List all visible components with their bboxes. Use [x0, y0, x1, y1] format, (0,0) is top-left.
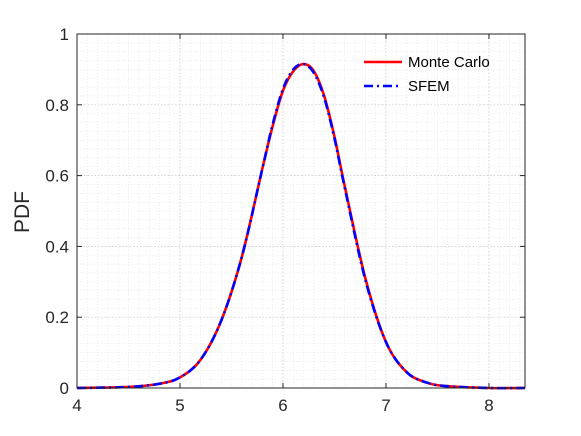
plot-frame [76, 33, 526, 389]
y-tick-label: 0.2 [45, 308, 69, 327]
x-tick-label: 7 [381, 396, 390, 415]
axes-layer [76, 33, 526, 389]
legend: Monte Carlo SFEM [364, 54, 490, 95]
y-tick-label: 0 [60, 379, 69, 398]
x-tick-label: 6 [278, 396, 287, 415]
x-tick-label: 5 [175, 396, 184, 415]
y-axis-label: PDF [11, 191, 34, 233]
minor-grid [76, 33, 525, 389]
legend-label-sfem: SFEM [408, 78, 450, 95]
y-tick-label: 0.6 [45, 167, 69, 186]
series-layer [76, 62, 526, 390]
series-line-sfem [76, 62, 526, 390]
tick-labels: 4 5 6 7 8 0 0.2 0.4 0.6 0.8 1 [45, 25, 493, 415]
y-tick-label: 0.8 [45, 96, 69, 115]
legend-label-monte-carlo: Monte Carlo [408, 54, 490, 71]
x-tick-label: 8 [484, 396, 493, 415]
y-tick-label: 0.4 [45, 237, 69, 256]
x-tick-label: 4 [72, 396, 81, 415]
y-tick-label: 1 [60, 25, 69, 44]
